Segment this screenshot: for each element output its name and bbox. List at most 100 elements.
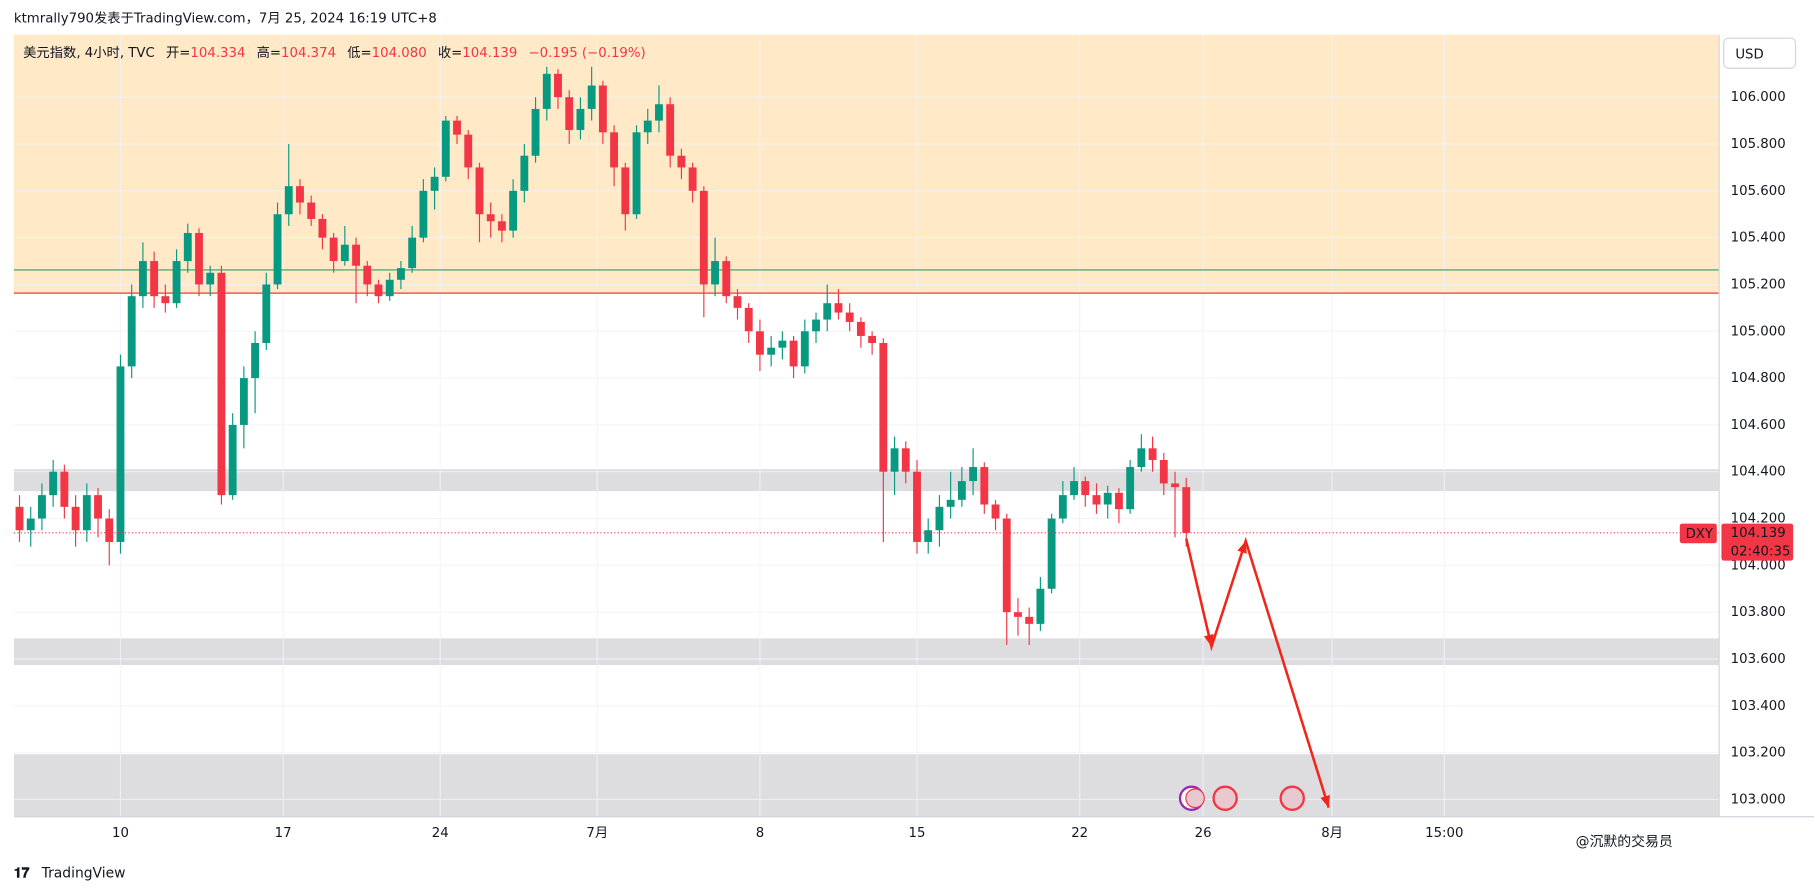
- x-tick-label: 15: [909, 826, 926, 841]
- candle-body: [116, 366, 125, 542]
- y-tick-label: 103.800: [1731, 605, 1786, 620]
- candle-body: [273, 214, 282, 285]
- candle-body: [542, 73, 551, 109]
- candle-body: [217, 272, 226, 496]
- candle-body: [105, 518, 114, 542]
- candle-body: [789, 340, 798, 367]
- plot-area: [13, 34, 1720, 817]
- y-tick-label: 103.000: [1731, 792, 1786, 807]
- y-tick-label: 104.400: [1731, 465, 1786, 480]
- candle-body: [598, 85, 607, 133]
- candle-body: [800, 331, 809, 367]
- candle-body: [296, 186, 304, 203]
- y-tick-label: 103.600: [1731, 652, 1786, 667]
- currency-button[interactable]: [1723, 37, 1797, 69]
- candle-body: [677, 155, 686, 168]
- y-tick-label: 105.600: [1731, 184, 1786, 199]
- event-icon[interactable]: [1279, 785, 1305, 811]
- candle-body: [262, 284, 271, 343]
- x-tick-label: 26: [1195, 826, 1212, 841]
- event-icon[interactable]: [1185, 788, 1205, 809]
- candle-body: [666, 104, 675, 156]
- high-label: 高=: [257, 44, 281, 61]
- candle-body: [464, 134, 473, 168]
- candle-body: [397, 268, 405, 280]
- candle-body: [352, 244, 360, 266]
- candle-body: [913, 471, 921, 542]
- candle-body: [1047, 518, 1056, 589]
- x-tick-label: 24: [432, 826, 449, 841]
- arrow-path: [1185, 536, 1330, 809]
- candle-body: [206, 272, 215, 285]
- candle-body: [284, 186, 293, 215]
- low-value: 104.080: [372, 46, 427, 61]
- candle-body: [587, 85, 596, 109]
- candle-body: [834, 303, 843, 313]
- candle-body: [509, 190, 518, 231]
- candle-body: [183, 232, 192, 262]
- candle-body: [1148, 448, 1157, 461]
- tv-logo: 𝟏𝟕: [14, 865, 30, 881]
- candle-body: [812, 319, 820, 332]
- candle-body: [94, 495, 102, 519]
- candle-body: [935, 506, 944, 531]
- x-tick-label: 10: [112, 826, 129, 841]
- candle-body: [778, 340, 787, 348]
- candle-body: [699, 190, 708, 285]
- candle-body: [374, 284, 383, 297]
- candle-body: [722, 261, 731, 297]
- candle-body: [554, 73, 562, 98]
- candle-body: [127, 296, 136, 367]
- arrow-head: [1320, 794, 1330, 808]
- candle-body: [924, 530, 933, 542]
- x-tick-label: 7月: [586, 826, 608, 841]
- candle-body: [576, 108, 585, 130]
- candle-body: [251, 342, 260, 379]
- y-tick-label: 105.200: [1731, 277, 1786, 292]
- y-tick-label: 103.200: [1731, 746, 1786, 761]
- candle-body: [1182, 487, 1191, 533]
- candle-body: [453, 120, 461, 135]
- x-tick-label: 22: [1071, 826, 1088, 841]
- candle-body: [767, 347, 776, 355]
- candle-body: [991, 504, 1000, 519]
- candle-body: [879, 342, 888, 472]
- candle-body: [744, 307, 753, 332]
- candle-body: [1002, 518, 1011, 613]
- candle-body: [655, 104, 663, 121]
- price-tag-value: 104.139: [1731, 526, 1786, 541]
- candle-body: [172, 261, 181, 304]
- candle-body: [610, 132, 619, 168]
- candle-body: [138, 261, 147, 297]
- candle-body: [845, 312, 854, 322]
- price-tag-countdown: 02:40:35: [1731, 544, 1791, 559]
- candle-body: [71, 506, 80, 531]
- candle-body: [307, 202, 316, 219]
- candle-body: [150, 261, 159, 297]
- candle-body: [38, 495, 46, 519]
- x-tick-label: 15:00: [1425, 826, 1463, 841]
- low-label: 低=: [347, 45, 371, 61]
- candle-body: [475, 167, 484, 215]
- candle-body: [228, 424, 237, 496]
- symbol-header: 美元指数, 4小时, TVC 开=104.334 高=104.374 低=104…: [23, 44, 646, 61]
- candle-body: [531, 108, 540, 156]
- arrow-head: [1237, 541, 1247, 554]
- candle-body: [340, 244, 349, 262]
- y-tick-label: 105.000: [1731, 324, 1786, 339]
- event-icons: [1178, 785, 1305, 811]
- candle-body: [161, 296, 170, 304]
- change-value: −0.195 (−0.19%): [528, 46, 645, 61]
- zone: [13, 469, 1720, 492]
- candle-body: [1081, 481, 1090, 496]
- zone: [13, 638, 1720, 666]
- y-tick-label: 104.600: [1731, 418, 1786, 433]
- candle-body: [733, 296, 742, 308]
- candle-body: [195, 232, 203, 285]
- event-icon[interactable]: [1212, 785, 1238, 811]
- brand: TradingView: [41, 865, 126, 881]
- candle-body: [520, 155, 529, 191]
- candle-body: [643, 120, 652, 133]
- candle-body: [329, 237, 338, 262]
